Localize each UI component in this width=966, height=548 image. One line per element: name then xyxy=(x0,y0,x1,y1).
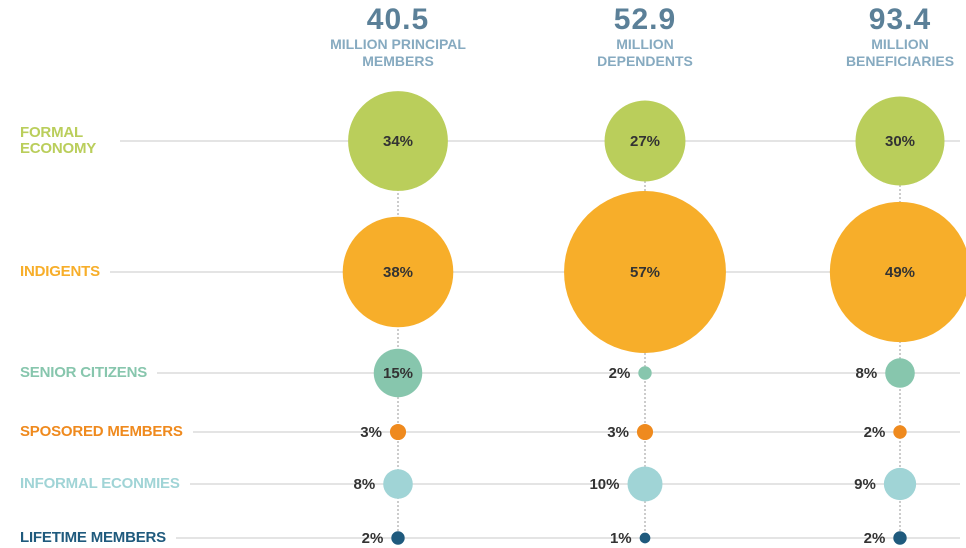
bubble xyxy=(627,466,663,502)
bubble xyxy=(391,531,405,545)
row-label: FORMAL ECONOMY xyxy=(20,124,97,157)
row-label: INFORMAL ECONMIES xyxy=(20,475,180,492)
bubble xyxy=(639,532,651,544)
row-label: SPOSORED MEMBERS xyxy=(20,423,183,440)
bubble xyxy=(389,423,407,441)
bubble xyxy=(893,425,907,439)
row-label: LIFETIME MEMBERS xyxy=(20,529,166,546)
value-label: 3% xyxy=(360,424,382,441)
column-total: 40.5 xyxy=(366,3,430,36)
value-label: 2% xyxy=(362,530,384,547)
bubble xyxy=(636,423,654,441)
bubble xyxy=(564,191,726,353)
value-label: 2% xyxy=(609,365,631,382)
bubble xyxy=(373,348,423,398)
value-label: 15% xyxy=(383,365,413,382)
row-label: INDIGENTS xyxy=(20,263,100,280)
value-label: 2% xyxy=(864,530,886,547)
bubble xyxy=(829,201,966,343)
value-label: 27% xyxy=(630,133,660,150)
value-label: 1% xyxy=(610,530,632,547)
value-label: 57% xyxy=(630,264,660,281)
value-label: 8% xyxy=(856,365,878,382)
bubble xyxy=(885,358,915,388)
row-label: SENIOR CITIZENS xyxy=(20,364,148,381)
bubble xyxy=(348,91,448,191)
bubble xyxy=(604,100,686,182)
column-label: MILLION DEPENDENTS xyxy=(597,36,693,69)
value-label: 10% xyxy=(589,476,619,493)
value-label: 30% xyxy=(885,133,915,150)
value-label: 9% xyxy=(854,476,876,493)
column-header: 40.5 MILLION PRINCIPAL MEMBERS xyxy=(308,4,488,70)
bubble xyxy=(342,216,454,328)
value-label: 2% xyxy=(864,424,886,441)
bubble xyxy=(383,469,413,499)
value-label: 34% xyxy=(383,133,413,150)
column-label: MILLION BENEFICIARIES xyxy=(845,36,955,69)
bubble xyxy=(855,96,945,186)
column-total: 93.4 xyxy=(868,3,932,36)
bubble xyxy=(893,531,907,545)
column-label: MILLION PRINCIPAL MEMBERS xyxy=(330,36,466,69)
column-header: 52.9 MILLION DEPENDENTS xyxy=(583,4,708,70)
column-header: 93.4 MILLION BENEFICIARIES xyxy=(838,4,963,70)
value-label: 8% xyxy=(354,476,376,493)
value-label: 38% xyxy=(383,264,413,281)
bubble xyxy=(638,366,652,380)
column-total: 52.9 xyxy=(613,3,677,36)
value-label: 49% xyxy=(885,264,915,281)
bubble xyxy=(883,467,917,501)
value-label: 3% xyxy=(607,424,629,441)
